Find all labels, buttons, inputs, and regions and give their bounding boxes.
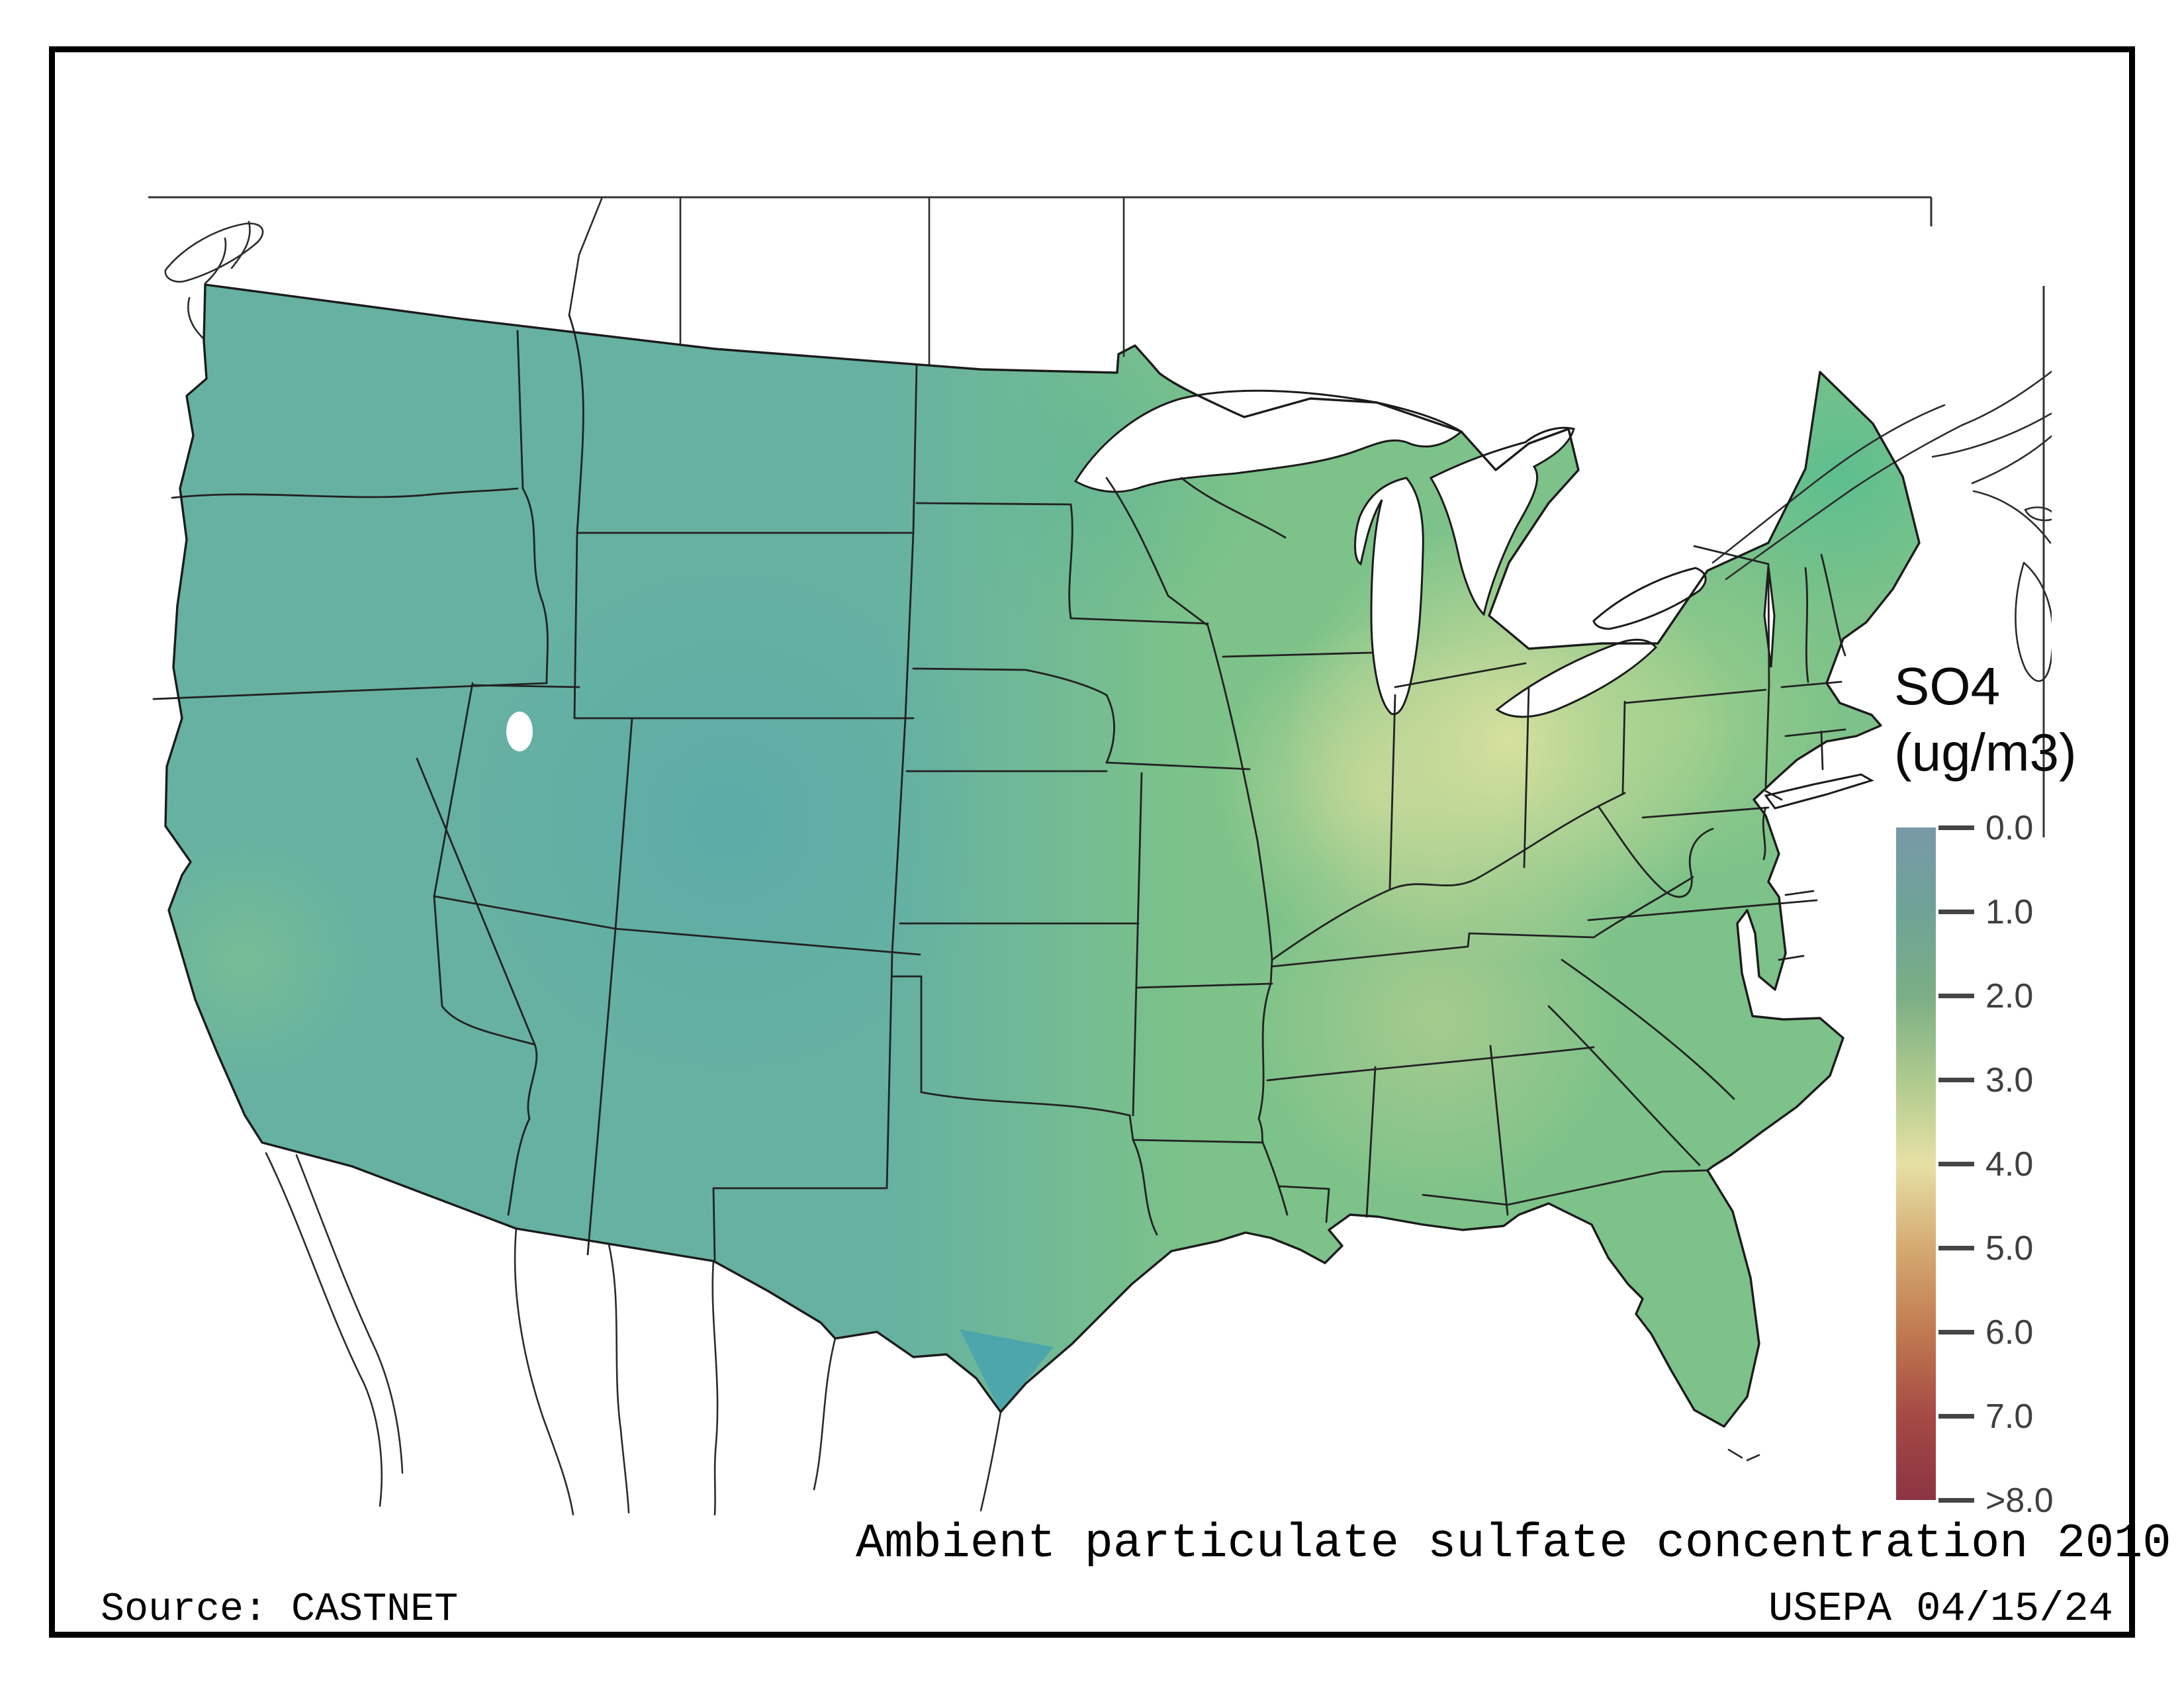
great-salt-lake: [506, 712, 533, 751]
source-label: Source: CASTNET: [101, 1587, 459, 1632]
lake-michigan: [1354, 477, 1424, 716]
legend-tick-label: 5.0: [1985, 1229, 2034, 1268]
canada-outline: [164, 196, 2052, 682]
legend-tick: [1938, 1246, 1974, 1250]
legend-tick-label: 2.0: [1985, 977, 2034, 1015]
florida-keys: [1727, 1448, 1760, 1462]
legend-tick: [1938, 825, 1974, 830]
map-area: [146, 192, 2052, 1519]
legend-tick-label: 7.0: [1985, 1397, 2034, 1436]
south-texas-low-patch: [960, 1329, 1054, 1412]
long-island: [1764, 773, 1874, 810]
conus-sulfate-map: [148, 196, 2052, 1516]
legend-tick-label: 4.0: [1985, 1145, 2034, 1184]
legend-tick: [1938, 1498, 1974, 1503]
legend-title: SO4: [1894, 657, 2001, 716]
legend-panel: SO4 (ug/m3) 0.0 1.0 2.0 3.0 4.0 5.0 6.0 …: [1894, 659, 2184, 1539]
legend-tick: [1938, 994, 1974, 998]
map-neatline: [148, 196, 2045, 837]
state-borders: [152, 314, 1846, 1262]
legend-tick-label: 1.0: [1985, 893, 2034, 931]
legend-tick: [1938, 1162, 1974, 1166]
legend-tick: [1938, 1330, 1974, 1335]
great-lakes: [506, 389, 1874, 810]
mexico-outline: [265, 1152, 1002, 1516]
legend-colorbar: [1896, 827, 1936, 1500]
lake-ontario: [1592, 567, 1707, 630]
outer-frame: [49, 46, 2135, 1638]
legend-tick: [1938, 1414, 1974, 1419]
legend-tick-label: 0.0: [1985, 809, 2034, 847]
legend-tick-label: 6.0: [1985, 1313, 2034, 1352]
legend-tick-label: 3.0: [1985, 1061, 2034, 1100]
legend-tick: [1938, 910, 1974, 914]
lake-erie: [1495, 638, 1658, 718]
so4-surface: [165, 285, 1919, 1427]
map-title: Ambient particulate sulfate concentratio…: [856, 1517, 2171, 1571]
agency-date-label: USEPA 04/15/24: [1768, 1585, 2113, 1632]
lake-huron: [1429, 426, 1575, 616]
legend-tick: [1938, 1078, 1974, 1082]
legend-tick-label: >8.0: [1985, 1481, 2054, 1520]
legend-units-label: (ug/m3): [1894, 723, 2077, 782]
